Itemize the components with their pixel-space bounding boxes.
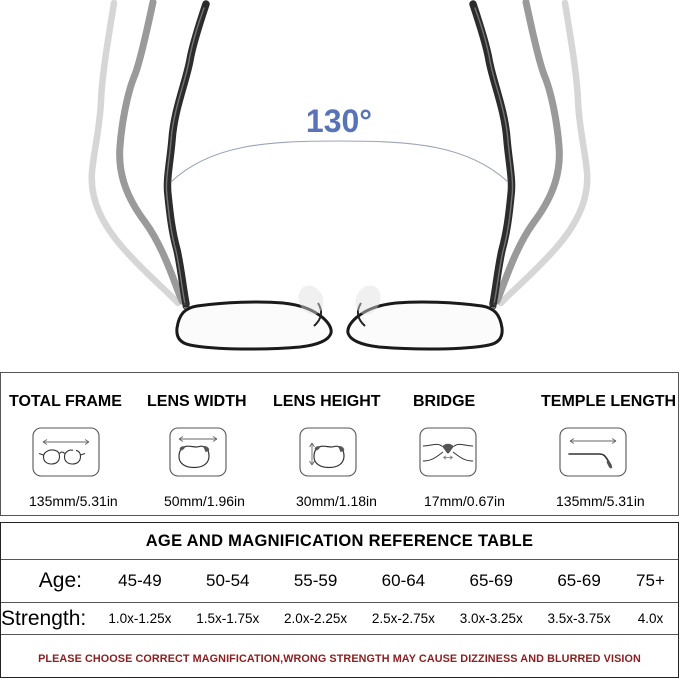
svg-text:130°: 130° [306, 103, 372, 139]
